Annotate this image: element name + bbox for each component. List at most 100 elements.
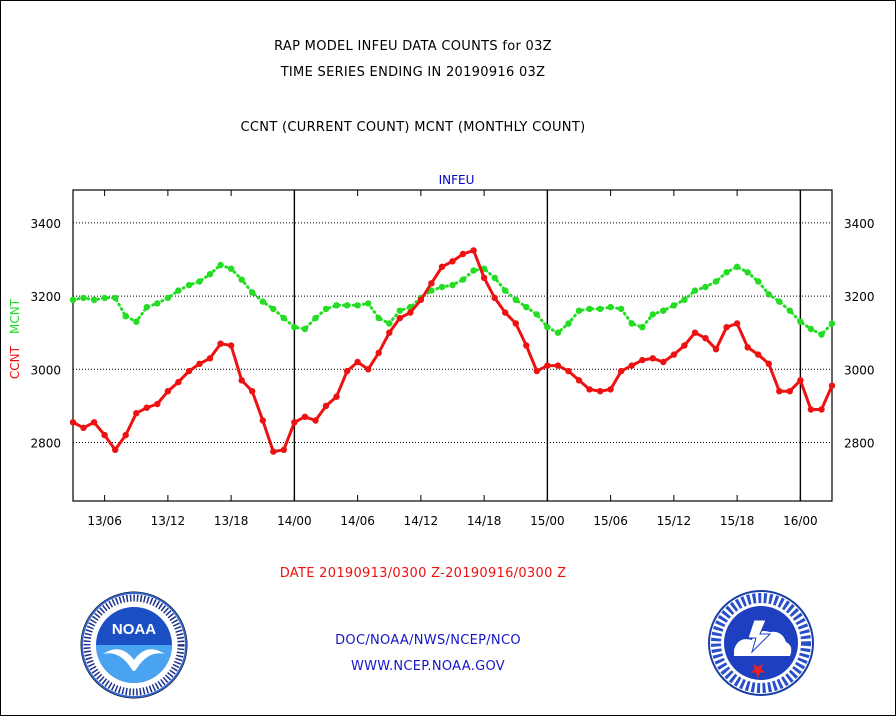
data-point-mcnt xyxy=(459,276,467,283)
website-label: WWW.NCEP.NOAA.GOV xyxy=(350,659,506,674)
x-tick-label: 15/00 xyxy=(530,514,565,528)
y-axis-label-ccnt: CCNT xyxy=(8,345,22,379)
noaa-logo-icon: NOAA xyxy=(80,591,188,699)
data-point-mcnt xyxy=(112,294,119,302)
data-point-mcnt xyxy=(133,318,140,325)
data-point-mcnt xyxy=(797,318,804,325)
data-point-ccnt xyxy=(217,340,224,347)
data-point-mcnt xyxy=(343,302,351,309)
data-point-mcnt xyxy=(660,307,667,314)
data-point-mcnt xyxy=(807,325,815,333)
data-point-ccnt xyxy=(649,355,656,362)
data-point-mcnt xyxy=(765,291,772,298)
data-point-mcnt xyxy=(365,300,372,307)
data-point-ccnt xyxy=(533,367,540,375)
data-point-ccnt xyxy=(733,320,741,327)
data-point-ccnt xyxy=(112,446,119,453)
data-point-mcnt xyxy=(786,307,793,314)
data-point-ccnt xyxy=(660,358,667,366)
data-point-mcnt xyxy=(702,283,709,291)
data-point-ccnt xyxy=(544,362,551,369)
y-axis-labels: CCNT MCNT xyxy=(8,298,22,379)
data-point-mcnt xyxy=(512,296,519,303)
data-point-ccnt xyxy=(744,344,751,351)
data-point-ccnt xyxy=(365,366,372,373)
data-point-mcnt xyxy=(818,331,825,338)
data-point-ccnt xyxy=(196,360,203,367)
data-point-ccnt xyxy=(691,329,699,336)
y-tick-label-left: 2800 xyxy=(30,436,61,450)
data-point-ccnt xyxy=(154,400,161,408)
x-tick-label: 13/06 xyxy=(87,514,122,528)
y-tick-label-right: 2800 xyxy=(844,436,875,450)
data-point-ccnt xyxy=(90,419,98,426)
data-point-ccnt xyxy=(786,388,793,395)
date-range-label: DATE 20190913/0300 Z-20190916/0300 Z xyxy=(279,566,567,581)
y-tick-label-right: 3000 xyxy=(844,363,875,377)
x-tick-label: 15/06 xyxy=(593,514,628,528)
data-point-ccnt xyxy=(343,367,351,375)
data-point-ccnt xyxy=(280,446,287,453)
data-point-ccnt xyxy=(417,296,425,303)
data-point-ccnt xyxy=(301,413,309,420)
data-point-mcnt xyxy=(776,298,783,305)
data-point-mcnt xyxy=(586,305,593,313)
data-point-ccnt xyxy=(681,342,688,349)
data-point-mcnt xyxy=(628,320,635,327)
data-point-ccnt xyxy=(459,250,467,258)
panel-label: INFEU xyxy=(439,173,475,187)
data-point-mcnt xyxy=(828,320,836,327)
data-point-ccnt xyxy=(765,360,772,367)
y-tick-label-right: 3200 xyxy=(844,290,875,304)
data-point-ccnt xyxy=(639,356,646,364)
data-point-mcnt xyxy=(312,314,319,322)
data-point-mcnt xyxy=(544,324,551,331)
data-point-mcnt xyxy=(523,303,530,311)
data-point-ccnt xyxy=(670,351,678,358)
data-point-ccnt xyxy=(755,351,762,358)
data-point-ccnt xyxy=(502,309,509,316)
data-point-ccnt xyxy=(322,402,330,410)
data-point-mcnt xyxy=(712,278,720,285)
data-point-ccnt xyxy=(565,367,572,375)
data-point-ccnt xyxy=(449,258,456,265)
data-point-ccnt xyxy=(596,388,604,395)
data-point-mcnt xyxy=(428,287,435,294)
chart-title-line2: TIME SERIES ENDING IN 20190916 03Z xyxy=(280,65,546,80)
data-point-mcnt xyxy=(122,313,129,320)
y-tick-label-left: 3200 xyxy=(30,290,61,304)
data-point-ccnt xyxy=(133,410,140,417)
data-point-ccnt xyxy=(354,358,361,366)
data-point-mcnt xyxy=(375,314,382,322)
data-point-mcnt xyxy=(249,289,256,296)
data-point-ccnt xyxy=(491,294,498,302)
data-point-ccnt xyxy=(185,367,193,375)
data-point-mcnt xyxy=(649,311,656,318)
data-point-mcnt xyxy=(280,314,287,322)
data-point-mcnt xyxy=(196,278,203,285)
data-point-ccnt xyxy=(618,367,625,375)
data-point-mcnt xyxy=(270,305,277,313)
data-point-mcnt xyxy=(396,307,403,314)
data-point-mcnt xyxy=(185,281,193,289)
x-tick-label: 15/12 xyxy=(657,514,692,528)
data-point-mcnt xyxy=(164,294,172,302)
data-point-ccnt xyxy=(628,362,635,369)
data-point-mcnt xyxy=(438,283,446,291)
data-point-mcnt xyxy=(691,287,699,294)
data-point-ccnt xyxy=(470,247,477,254)
data-point-mcnt xyxy=(291,324,298,331)
data-point-ccnt xyxy=(554,362,562,369)
noaa-logo-text: NOAA xyxy=(112,621,156,638)
x-tick-label: 15/18 xyxy=(720,514,755,528)
data-point-ccnt xyxy=(702,335,709,342)
data-point-ccnt xyxy=(259,417,266,424)
data-point-mcnt xyxy=(238,276,245,283)
data-point-mcnt xyxy=(596,305,604,313)
data-point-mcnt xyxy=(217,261,224,269)
data-point-ccnt xyxy=(818,406,825,413)
data-point-ccnt xyxy=(270,448,277,455)
plot-area-border xyxy=(72,189,833,502)
